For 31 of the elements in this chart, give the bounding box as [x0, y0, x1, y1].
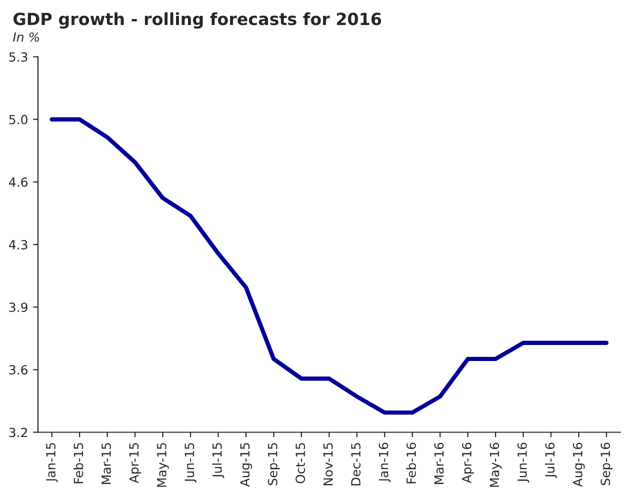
x-tick-label: Mar-16: [434, 442, 444, 484]
x-tick-label: Aug-16: [572, 442, 585, 487]
x-tick-label: Jan-16: [378, 442, 391, 482]
y-tick-label: 3.9: [9, 302, 28, 312]
y-tick-label: 5.0: [9, 114, 28, 124]
chart-title: GDP growth - rolling forecasts for 2016: [13, 12, 382, 29]
x-tick-label: Mar-15: [102, 443, 111, 484]
x-tick-label: Sep-16: [600, 442, 613, 486]
y-tick-label: 4.3: [8, 240, 28, 250]
y-tick-label: 3.2: [9, 428, 28, 438]
x-tick-label: Jul-15: [212, 443, 224, 478]
x-tick-label: May-15: [157, 443, 169, 487]
x-tick-label: Dec-15: [351, 443, 361, 486]
x-tick-label: Sep-15: [268, 443, 280, 486]
x-tick-label: Nov-15: [323, 443, 333, 486]
y-tick-label: 5.3: [9, 52, 28, 62]
x-tick-label: Jul-16: [544, 442, 557, 478]
x-tick-label: Jan-15: [46, 443, 58, 482]
y-tick-label: 4.6: [8, 177, 28, 187]
x-tick-label: Feb-15: [74, 443, 84, 484]
chart-subtitle: In %: [12, 32, 39, 42]
x-tick-label: May-16: [490, 442, 502, 487]
line-series: [50, 117, 609, 415]
x-tick-label: Jun-15: [184, 443, 196, 483]
x-tick-label: Oct-15: [296, 443, 306, 484]
x-tick-label: Jun-16: [517, 442, 530, 483]
x-tick-label: Apr-15: [129, 443, 142, 484]
x-tick-label: Feb-16: [406, 442, 416, 484]
y-tick-label: 3.6: [9, 365, 28, 375]
x-tick-label: Apr-16: [462, 442, 474, 484]
x-tick-label: Aug-15: [240, 443, 252, 487]
